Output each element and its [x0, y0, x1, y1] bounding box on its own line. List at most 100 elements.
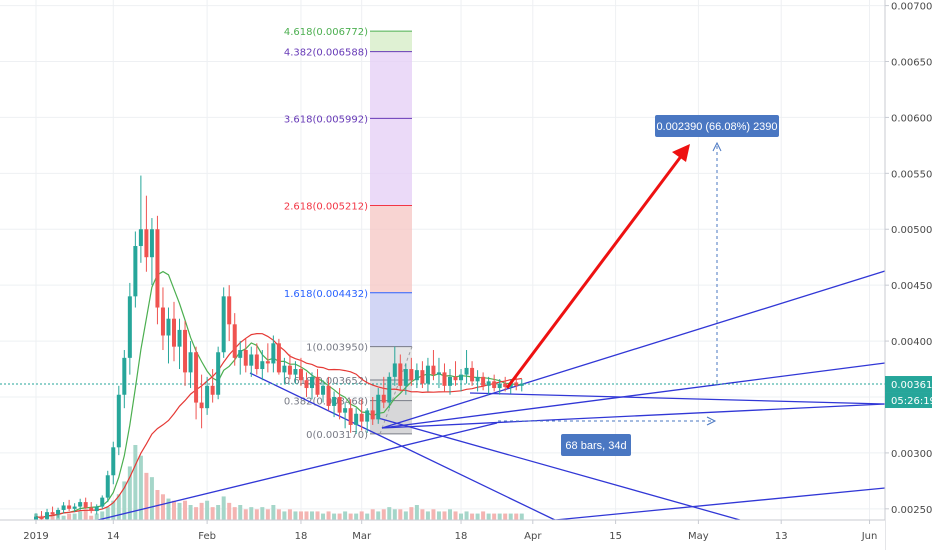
measure-h-arrowhead	[706, 416, 717, 426]
candle-body	[210, 385, 215, 395]
volume-bar	[304, 511, 309, 520]
candle-body	[166, 318, 171, 336]
volume-bar	[492, 513, 497, 520]
volume-bars	[34, 445, 524, 520]
volume-bar	[78, 511, 83, 520]
candle-body	[398, 363, 403, 386]
countdown-label-bg	[885, 392, 932, 409]
candle-body	[503, 383, 508, 387]
volume-bar	[425, 511, 430, 520]
trend-line-support[interactable]	[554, 487, 886, 521]
candle-body	[376, 394, 381, 420]
time-tick-label: 13	[775, 531, 788, 542]
candle-body	[199, 402, 204, 409]
candle-body	[293, 369, 298, 375]
candle-body	[133, 246, 138, 297]
time-tick-label: Apr	[524, 531, 542, 542]
volume-bar	[398, 509, 403, 520]
annotations[interactable]: 0.002390 (66.08%) 2390 68 bars, 34d	[498, 115, 779, 456]
trend-lines[interactable]	[0, 270, 886, 521]
candle-body	[144, 229, 149, 258]
fib-extension[interactable]: 0(0.003170) 0.382(0.003468) 0.618(0.003652…	[284, 27, 413, 441]
fib-zone	[370, 292, 412, 347]
candle-body	[425, 365, 430, 384]
trend-line-fan-upper[interactable]	[381, 270, 886, 429]
volume-bar	[210, 507, 215, 520]
candle-body	[464, 367, 469, 375]
volume-bar	[381, 509, 386, 520]
candle-body	[100, 497, 105, 507]
volume-bar	[89, 515, 94, 520]
candle-body	[403, 369, 408, 386]
candle-body	[105, 475, 110, 498]
volume-bar	[354, 513, 359, 520]
candle-body	[337, 396, 342, 413]
candle-body	[492, 381, 497, 389]
volume-bar	[188, 505, 193, 520]
trend-line-ascending[interactable]	[97, 422, 498, 521]
candle-body	[315, 376, 320, 395]
trend-line-descending-2[interactable]	[377, 417, 741, 521]
volume-bar	[326, 511, 331, 520]
volume-bar	[260, 507, 265, 520]
candle-body	[370, 410, 375, 420]
candle-body	[276, 343, 281, 373]
time-tick-label: Jun	[861, 531, 878, 542]
candle-body	[381, 394, 386, 403]
candle-body	[448, 376, 452, 386]
candle-body	[227, 296, 232, 325]
trend-line-fan-lower[interactable]	[381, 403, 886, 429]
candle-body	[232, 324, 237, 358]
candle-body	[72, 506, 77, 509]
volume-bar	[453, 511, 458, 520]
volume-bar	[310, 511, 314, 520]
volume-bar	[514, 513, 519, 520]
volume-bar	[508, 513, 513, 520]
trend-line-horizontal[interactable]	[469, 392, 886, 405]
volume-bar	[497, 513, 502, 520]
candle-body	[486, 381, 491, 386]
candle-body	[265, 361, 270, 364]
volume-bar	[227, 502, 232, 520]
volume-bar	[205, 500, 210, 520]
fib-level-label: 0.618(0.003652)	[284, 376, 368, 387]
time-tick-label: May	[688, 531, 709, 542]
time-tick-label: 18	[295, 531, 308, 542]
candle-body	[365, 410, 370, 422]
volume-bar	[431, 509, 436, 520]
volume-bar	[332, 513, 337, 520]
volume-bar	[503, 513, 508, 520]
candle-body	[475, 376, 480, 382]
candle-body	[459, 374, 464, 381]
candle-body	[431, 365, 436, 375]
volume-bar	[442, 511, 447, 520]
volume-bar	[83, 509, 88, 520]
candle-body	[298, 369, 303, 381]
volume-bar	[265, 509, 270, 520]
volume-bar	[448, 509, 452, 520]
countdown-label: 05:26:19	[891, 396, 932, 407]
candle-body	[216, 352, 221, 395]
time-tick-label: 14	[107, 531, 120, 542]
projection-arrow[interactable]	[505, 154, 684, 389]
volume-bar	[298, 511, 303, 520]
volume-bar	[94, 513, 99, 520]
fib-level-label: 2.618(0.005212)	[284, 202, 368, 213]
candle-body	[83, 502, 88, 508]
volume-bar	[144, 472, 149, 520]
fib-level-label: 0(0.003170)	[306, 430, 368, 441]
volume-bar	[321, 513, 326, 520]
trend-line-fan-middle[interactable]	[381, 362, 886, 429]
volume-bar	[293, 511, 298, 520]
volume-bar	[216, 505, 221, 520]
time-tick-label: 18	[455, 531, 468, 542]
candle-body	[392, 363, 397, 377]
candle-body	[138, 229, 143, 247]
time-tick-label: Feb	[198, 531, 216, 542]
